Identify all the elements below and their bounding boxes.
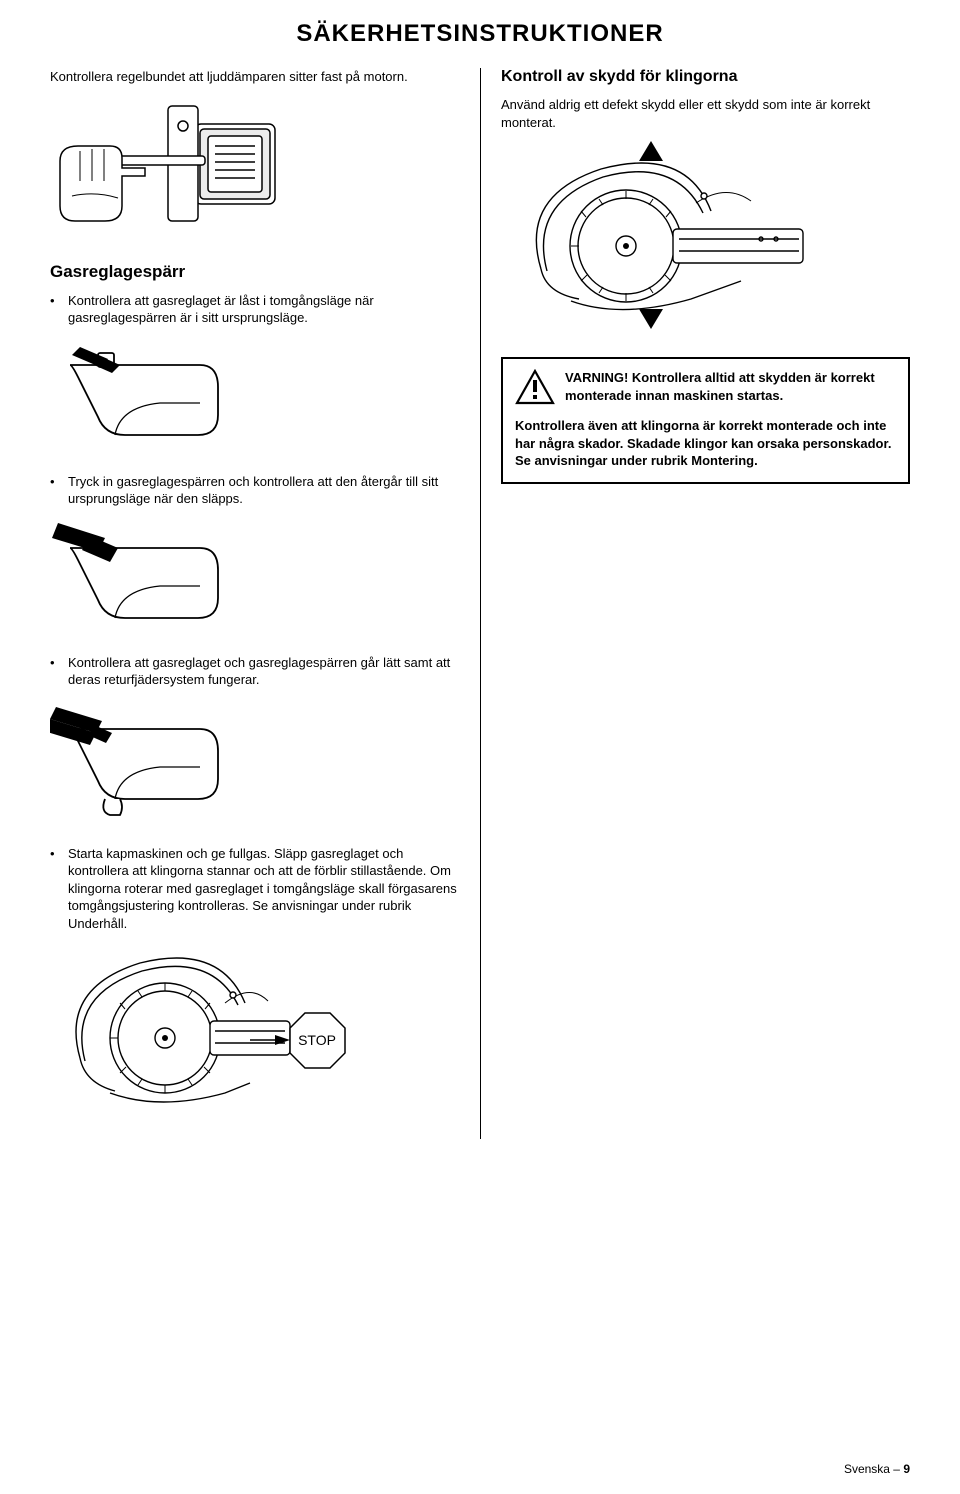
bullet-text: Starta kapmaskinen och ge fullgas. Släpp… [68,845,460,933]
figure-muffler [50,96,460,236]
footer-label: Svenska [844,1462,890,1476]
intro-text: Kontrollera regelbundet att ljuddämparen… [50,68,460,86]
footer-sep: – [890,1462,903,1476]
warning-body-text: Kontrollera även att klingorna är korrek… [515,417,896,470]
figure-throttle-2 [50,518,460,628]
bullet-3: • Kontrollera att gasreglaget och gasreg… [50,654,460,689]
page-title: SÄKERHETSINSTRUKTIONER [50,20,910,48]
bullet-text: Kontrollera att gasreglaget är låst i to… [68,292,460,327]
page-footer: Svenska – 9 [844,1462,910,1476]
figure-throttle-1 [50,337,460,447]
warning-box: VARNING! Kontrollera alltid att skydden … [501,357,910,484]
right-column: Kontroll av skydd för klingorna Använd a… [480,68,910,1139]
skydd-text: Använd aldrig ett defekt skydd eller ett… [501,96,910,131]
bullet-dot: • [50,845,68,863]
bullet-dot: • [50,654,68,672]
bullet-text: Tryck in gasreglagespärren och kontrolle… [68,473,460,508]
bullet-1: • Kontrollera att gasreglaget är låst i … [50,292,460,327]
figure-blade-guard [501,141,910,331]
figure-blade-stop: STOP [50,943,460,1113]
figure-throttle-3 [50,699,460,819]
bullet-dot: • [50,473,68,491]
bullet-2: • Tryck in gasreglagespärren och kontrol… [50,473,460,508]
warning-icon [515,369,555,405]
bullet-4: • Starta kapmaskinen och ge fullgas. Slä… [50,845,460,933]
footer-page-number: 9 [903,1462,910,1476]
skydd-heading: Kontroll av skydd för klingorna [501,68,910,86]
left-column: Kontrollera regelbundet att ljuddämparen… [50,68,480,1139]
warning-top-text: VARNING! Kontrollera alltid att skydden … [565,369,896,404]
bullet-dot: • [50,292,68,310]
gasreglage-heading: Gasreglagespärr [50,262,460,282]
bullet-text: Kontrollera att gasreglaget och gasregla… [68,654,460,689]
two-column-layout: Kontrollera regelbundet att ljuddämparen… [50,68,910,1139]
stop-label: STOP [298,1032,336,1048]
